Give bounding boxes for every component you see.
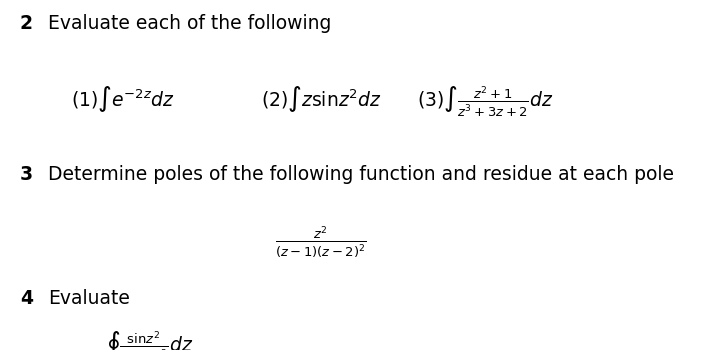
Text: $(3)\int\frac{z^2+1}{z^3+3z+2}dz$: $(3)\int\frac{z^2+1}{z^3+3z+2}dz$ xyxy=(417,84,553,119)
Text: Determine poles of the following function and residue at each pole: Determine poles of the following functio… xyxy=(48,164,674,183)
Text: 3: 3 xyxy=(20,164,33,183)
Text: 4: 4 xyxy=(20,289,32,308)
Text: Evaluate each of the following: Evaluate each of the following xyxy=(48,14,331,33)
Text: $(2)\int z\mathrm{sin}z^2dz$: $(2)\int z\mathrm{sin}z^2dz$ xyxy=(261,84,382,114)
Text: $\frac{z^2}{(z-1)(z-2)^2}$: $\frac{z^2}{(z-1)(z-2)^2}$ xyxy=(275,224,367,259)
Text: $\oint\frac{\mathrm{sin}z^2}{(z-\frac{\pi}{4})^3}dz$: $\oint\frac{\mathrm{sin}z^2}{(z-\frac{\p… xyxy=(106,329,193,350)
Text: 2: 2 xyxy=(20,14,32,33)
Text: $(1)\int e^{-2z}dz$: $(1)\int e^{-2z}dz$ xyxy=(71,84,174,114)
Text: Evaluate: Evaluate xyxy=(48,289,130,308)
